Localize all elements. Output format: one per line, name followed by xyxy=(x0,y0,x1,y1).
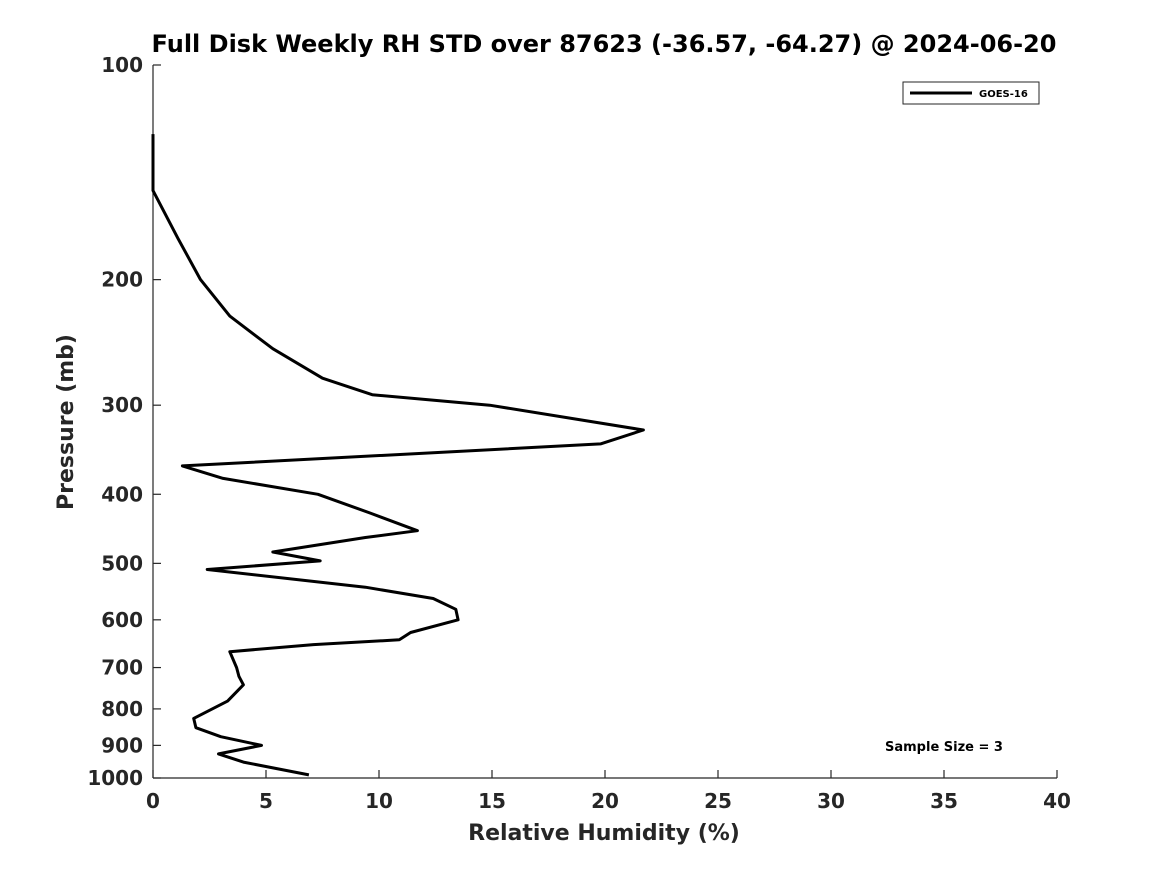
y-tick-label: 300 xyxy=(101,393,143,417)
legend-label: GOES-16 xyxy=(979,89,1028,100)
series-layer xyxy=(151,134,645,777)
y-axis-label: Pressure (mb) xyxy=(54,334,79,510)
plot-area: 0 5 10 15 20 25 30 35 40 100 200 300 400 500 600 700 80… xyxy=(87,53,1071,813)
y-tick-label: 600 xyxy=(101,608,143,632)
x-tick-label: 30 xyxy=(817,789,845,813)
chart-title: Full Disk Weekly RH STD over 87623 (-36.… xyxy=(152,30,1057,58)
legend: GOES-16 xyxy=(902,81,1040,105)
x-tick-label: 0 xyxy=(146,789,160,813)
y-tick-label: 400 xyxy=(101,482,143,506)
x-tick-label: 25 xyxy=(704,789,732,813)
y-ticks: 100 200 300 400 500 600 700 800 900 1000 xyxy=(87,53,161,790)
y-tick-label: 900 xyxy=(101,733,143,757)
y-tick-label: 200 xyxy=(101,268,143,292)
y-tick-label: 1000 xyxy=(87,766,143,790)
y-tick-label: 800 xyxy=(101,697,143,721)
x-tick-label: 40 xyxy=(1043,789,1071,813)
series-line xyxy=(151,134,645,777)
x-axis-label: Relative Humidity (%) xyxy=(468,821,740,846)
x-tick-label: 35 xyxy=(930,789,958,813)
x-tick-label: 10 xyxy=(365,789,393,813)
x-tick-label: 5 xyxy=(259,789,273,813)
y-tick-label: 500 xyxy=(101,551,143,575)
y-tick-label: 100 xyxy=(101,53,143,77)
x-tick-label: 20 xyxy=(591,789,619,813)
sample-size-annotation: Sample Size = 3 xyxy=(885,740,1003,755)
x-tick-label: 15 xyxy=(478,789,506,813)
x-ticks: 0 5 10 15 20 25 30 35 40 xyxy=(146,770,1071,813)
y-tick-label: 700 xyxy=(101,656,143,680)
